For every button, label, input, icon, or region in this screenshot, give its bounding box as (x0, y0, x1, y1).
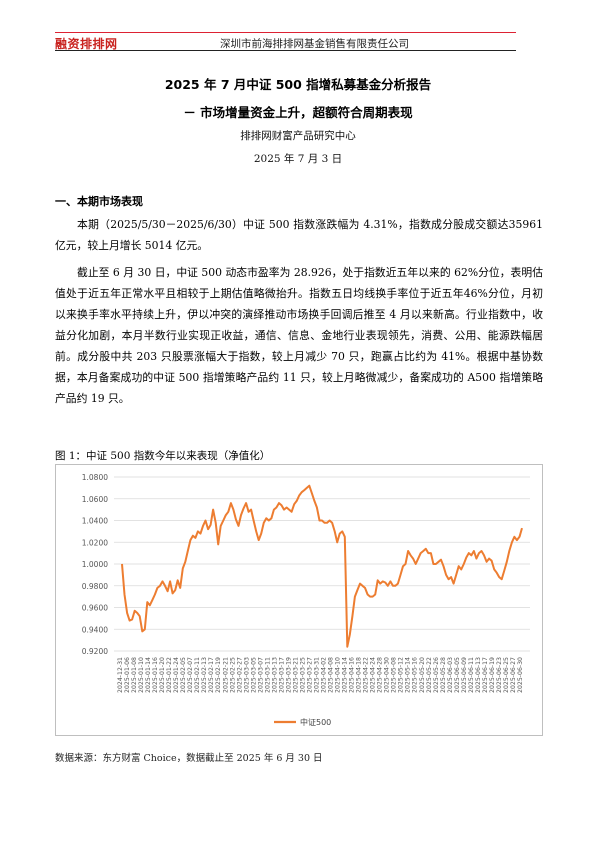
x-tick-label: 2025-04-02 (321, 657, 328, 693)
x-tick-label: 2025-06-09 (461, 657, 468, 693)
x-tick-label: 2025-01-24 (173, 657, 180, 693)
x-tick-label: 2025-04-10 (335, 657, 342, 693)
x-tick-label: 2025-01-16 (152, 657, 159, 693)
x-tick-label: 2025-06-25 (503, 657, 510, 693)
x-tick-label: 2025-05-14 (405, 657, 412, 693)
x-tick-label: 2025-03-21 (292, 657, 299, 693)
x-tick-label: 2025-06-03 (447, 657, 454, 693)
y-tick-label: 0.9400 (82, 625, 108, 634)
x-tick-label: 2025-01-14 (145, 657, 152, 693)
report-title: 2025 年 7 月中证 500 指增私募基金分析报告 (164, 77, 432, 92)
x-tick-label: 2025-06-30 (517, 657, 524, 693)
x-tick-label: 2025-05-08 (391, 657, 398, 693)
x-tick-label: 2025-03-05 (250, 657, 257, 693)
x-tick-label: 2025-03-17 (278, 657, 285, 693)
x-tick-label: 2025-06-05 (454, 657, 461, 693)
x-tick-label: 2025-04-28 (377, 657, 384, 693)
section-heading: 一、本期市场表现 (55, 195, 143, 208)
figure-caption: 图 1：中证 500 指数今年以来表现（净值化） (55, 450, 271, 462)
x-tick-label: 2025-01-08 (131, 657, 138, 693)
legend-label: 中证500 (300, 717, 331, 727)
y-tick-label: 1.0400 (82, 517, 108, 526)
y-tick-label: 0.9200 (82, 647, 108, 656)
x-tick-label: 2025-02-19 (215, 657, 222, 693)
y-tick-label: 1.0600 (82, 495, 108, 504)
header-rule (55, 50, 516, 51)
x-tick-label: 2025-01-10 (138, 657, 145, 693)
report-subtitle: － 市场增量资金上升，超额符合周期表现 (183, 105, 413, 120)
x-tick-label: 2025-04-16 (349, 657, 356, 693)
x-tick-label: 2025-04-22 (363, 657, 370, 693)
paragraph-1: 本期（2025/5/30－2025/6/30）中证 500 指数涨跌幅为 4.3… (55, 218, 543, 252)
line-chart: 0.9200 0.9400 0.9600 0.9800 1.0000 1.0200 1.04… (82, 473, 530, 727)
x-tick-label: 2025-06-23 (496, 657, 503, 693)
report-date: 2025 年 7 月 3 日 (253, 153, 343, 165)
chart-frame: 0.9200 0.9400 0.9600 0.9800 1.0000 1.0200 1.04… (55, 464, 543, 736)
x-tick-label: 2025-02-17 (208, 657, 215, 693)
x-tick-label: 2025-06-13 (475, 657, 482, 693)
x-tick-label: 2025-04-18 (356, 657, 363, 693)
report-author: 排排网财富产品研究中心 (240, 130, 356, 142)
x-tick-label: 2025-03-11 (264, 657, 271, 693)
series-line (121, 484, 523, 648)
x-tick-label: 2025-06-17 (482, 657, 489, 693)
y-tick-label: 0.9600 (82, 604, 108, 613)
x-tick-label: 2025-04-08 (328, 657, 335, 693)
x-tick-label: 2025-01-20 (159, 657, 166, 693)
header-top-rule (55, 32, 516, 33)
x-tick-label: 2025-03-31 (313, 657, 320, 693)
x-tick-label: 2025-02-07 (187, 657, 194, 693)
y-tick-label: 0.9800 (82, 582, 108, 591)
x-tick-label: 2025-02-05 (180, 657, 187, 693)
x-tick-label: 2025-01-06 (124, 657, 131, 693)
x-tick-label: 2025-03-27 (306, 657, 313, 693)
x-tick-label: 2025-02-13 (201, 657, 208, 693)
x-tick-label: 2025-03-07 (257, 657, 264, 693)
x-tick-label: 2025-05-28 (440, 657, 447, 693)
y-tick-label: 1.0000 (82, 560, 108, 569)
x-tick-label: 2025-03-03 (243, 657, 250, 693)
x-tick-label: 2025-04-24 (370, 657, 377, 693)
x-tick-label: 2025-02-25 (229, 657, 236, 693)
data-source-note: 数据来源：东方财富 Choice，数据截止至 2025 年 6 月 30 日 (55, 753, 323, 764)
x-tick-label: 2025-03-19 (285, 657, 292, 693)
x-tick-label: 2025-02-21 (222, 657, 229, 693)
x-tick-label: 2025-02-11 (194, 657, 201, 693)
y-tick-label: 1.0800 (82, 473, 108, 482)
x-tick-label: 2025-05-22 (426, 657, 433, 693)
x-tick-label: 2025-05-16 (412, 657, 419, 693)
x-tick-label: 2025-02-27 (236, 657, 243, 693)
x-tick-label: 2025-04-14 (342, 657, 349, 693)
x-tick-label: 2025-01-22 (166, 657, 173, 693)
x-tick-label: 2025-05-26 (433, 657, 440, 693)
x-tick-label: 2025-06-27 (510, 657, 517, 693)
x-tick-label: 2025-05-12 (398, 657, 405, 693)
paragraph-2: 截止至 6 月 30 日，中证 500 动态市盈率为 28.926，处于指数近五… (55, 266, 543, 405)
x-tick-label: 2024-12-31 (117, 657, 124, 693)
x-tick-label: 2025-03-25 (299, 657, 306, 693)
x-tick-label: 2025-05-20 (419, 657, 426, 693)
brand-logo: 融资排排网 (55, 37, 118, 51)
x-tick-label: 2025-03-13 (271, 657, 278, 693)
x-tick-label: 2025-06-19 (489, 657, 496, 693)
x-tick-label: 2025-04-30 (384, 657, 391, 693)
company-name: 深圳市前海排排网基金销售有限责任公司 (220, 38, 409, 50)
x-tick-label: 2025-06-11 (468, 657, 475, 693)
y-tick-label: 1.0200 (82, 538, 108, 547)
